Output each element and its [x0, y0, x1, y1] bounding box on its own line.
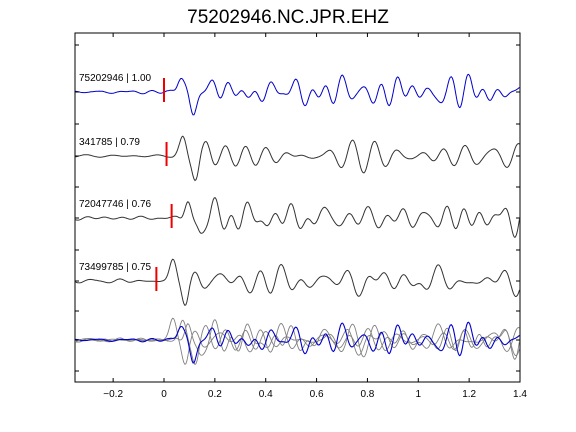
waveform-trace [74, 135, 520, 182]
x-tick-label: 1.4 [513, 389, 527, 400]
overlay-layer [74, 317, 520, 366]
chart-title: 75202946.NC.JPR.EHZ [187, 7, 389, 28]
trace-label: 341785 | 0.79 [79, 137, 140, 148]
x-tick-label: 0.6 [310, 389, 324, 400]
overlay-trace [74, 319, 520, 360]
trace-labels-layer: 75202946 | 1.00 341785 | 0.79 72047746 | 0… [79, 73, 152, 273]
traces-layer [74, 73, 520, 306]
overlay-reference-trace [75, 321, 520, 364]
trace-label: 75202946 | 1.00 [79, 73, 152, 84]
waveform-trace [75, 73, 520, 116]
waveform-trace [74, 197, 520, 238]
x-tick-label: 0 [161, 389, 167, 400]
picks-layer [155, 78, 173, 291]
x-tick-label: 1 [416, 389, 422, 400]
plot-frame [74, 32, 521, 383]
x-tick-label: 0.4 [259, 389, 273, 400]
x-tick-label: 1.2 [462, 389, 476, 400]
x-tick-label: −0.2 [103, 389, 123, 400]
x-tick-label: 0.8 [360, 389, 374, 400]
x-tick-label: 0.2 [208, 389, 222, 400]
trace-label: 72047746 | 0.76 [79, 199, 152, 210]
trace-label: 73499785 | 0.75 [79, 262, 152, 273]
x-axis: −0.2 0 0.2 0.4 0.6 0.8 1 1.2 1.4 [103, 33, 527, 400]
waveform-trace [74, 258, 520, 306]
y-ticks-layer [75, 44, 520, 372]
